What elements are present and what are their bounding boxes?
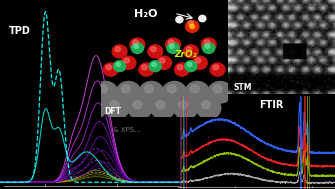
Circle shape: [148, 45, 162, 58]
Circle shape: [185, 81, 209, 103]
Circle shape: [117, 81, 141, 103]
Circle shape: [142, 65, 147, 70]
Circle shape: [150, 47, 156, 52]
Circle shape: [98, 85, 108, 93]
Circle shape: [103, 63, 118, 76]
Circle shape: [87, 101, 96, 109]
Circle shape: [176, 16, 183, 23]
Circle shape: [187, 62, 192, 67]
Circle shape: [105, 97, 129, 119]
Circle shape: [177, 65, 183, 70]
Circle shape: [149, 61, 161, 72]
Circle shape: [139, 63, 154, 76]
Circle shape: [185, 61, 197, 72]
Circle shape: [167, 85, 176, 93]
Circle shape: [131, 43, 143, 53]
Circle shape: [166, 38, 181, 51]
Circle shape: [128, 97, 152, 119]
Circle shape: [134, 44, 138, 48]
Circle shape: [192, 56, 207, 69]
Text: FTIR: FTIR: [259, 100, 284, 110]
Text: H₂O: H₂O: [134, 9, 157, 19]
Circle shape: [169, 40, 174, 45]
Circle shape: [186, 47, 192, 52]
Circle shape: [162, 81, 186, 103]
Circle shape: [159, 58, 165, 63]
Circle shape: [195, 58, 201, 63]
Circle shape: [188, 21, 193, 25]
Circle shape: [213, 85, 222, 93]
Circle shape: [106, 65, 112, 70]
Circle shape: [152, 62, 156, 67]
Circle shape: [124, 58, 129, 63]
Circle shape: [156, 101, 165, 109]
Circle shape: [210, 63, 225, 76]
Circle shape: [170, 44, 174, 48]
Circle shape: [203, 43, 215, 53]
Circle shape: [130, 38, 145, 51]
Circle shape: [197, 97, 221, 119]
Circle shape: [202, 101, 211, 109]
Circle shape: [205, 44, 210, 48]
Circle shape: [151, 97, 175, 119]
Text: STM: STM: [233, 83, 252, 92]
Circle shape: [133, 101, 142, 109]
Circle shape: [122, 85, 130, 93]
Circle shape: [82, 97, 106, 119]
Circle shape: [93, 81, 118, 103]
Circle shape: [121, 56, 136, 69]
Circle shape: [157, 56, 172, 69]
Circle shape: [174, 97, 198, 119]
Circle shape: [201, 38, 216, 51]
Circle shape: [110, 101, 119, 109]
Circle shape: [116, 62, 121, 67]
Circle shape: [213, 65, 218, 70]
Circle shape: [175, 63, 189, 76]
Circle shape: [179, 101, 188, 109]
Circle shape: [199, 15, 206, 22]
Circle shape: [112, 45, 127, 58]
Text: & XPS...: & XPS...: [113, 127, 141, 133]
Circle shape: [133, 40, 138, 45]
Circle shape: [186, 21, 199, 32]
Circle shape: [208, 81, 232, 103]
Circle shape: [114, 61, 126, 72]
Circle shape: [139, 81, 163, 103]
Circle shape: [204, 40, 210, 45]
Circle shape: [190, 85, 199, 93]
Circle shape: [115, 47, 121, 52]
Circle shape: [190, 24, 194, 29]
Text: DFT: DFT: [104, 107, 121, 116]
Circle shape: [184, 45, 198, 58]
Circle shape: [144, 85, 153, 93]
Circle shape: [167, 43, 179, 53]
Text: TPD: TPD: [9, 26, 31, 36]
Text: ZrO₂: ZrO₂: [174, 50, 197, 59]
